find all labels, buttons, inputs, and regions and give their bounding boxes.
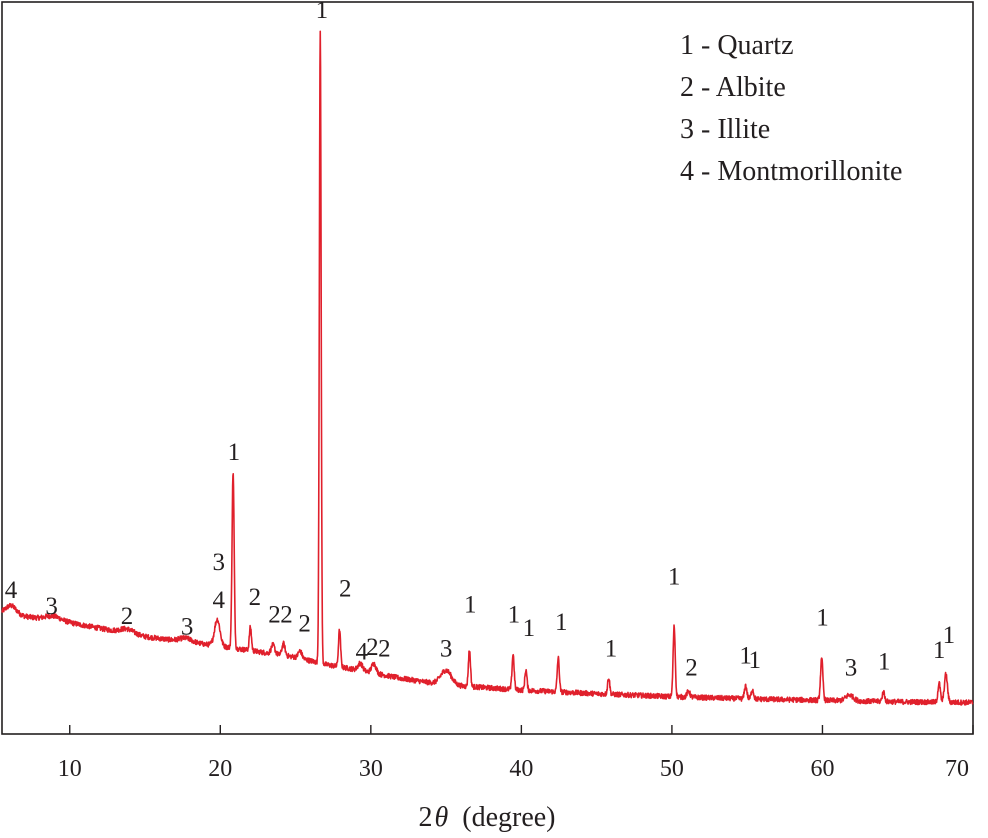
x-ticks [69,725,974,734]
peak-label: 4 [5,577,18,604]
peak-label: 4 [213,587,226,614]
x-tick-label: 70 [945,756,969,782]
peak-label: 2 [268,602,281,629]
peak-label: 3 [845,654,858,681]
legend-entry: 1 - Quartz [680,30,794,61]
peak-label: 1 [228,439,241,466]
peak-label: 1 [878,649,891,676]
x-axis-title-unit: (degree) [462,802,555,833]
peak-label: 2 [378,635,391,662]
x-axis-title-symbol: θ [434,802,448,833]
peak-label: 1 [605,635,618,662]
peak-label: 2 [685,654,698,681]
legend: 1 - Quartz 2 - Albite 3 - Illite 4 - Montmo… [680,30,902,187]
legend-entry: 3 - Illite [680,114,770,145]
x-axis-title-prefix: 2 [418,802,432,833]
peak-label: 1 [933,637,946,664]
peak-label: 3 [45,593,58,620]
peak-label: 3 [440,635,453,662]
peak-label: 4 [356,638,369,665]
peak-label: 1 [748,647,761,674]
peak-label: 2 [366,634,379,661]
x-tick-label: 30 [359,756,383,782]
x-tick-labels: 10 20 30 40 50 60 70 [58,756,969,782]
peak-label: 1 [523,615,536,642]
x-tick-label: 10 [58,756,82,782]
peak-label: 1 [943,622,956,649]
peak-label: 1 [464,591,477,618]
x-axis-title: 2θ (degree) [418,802,555,833]
peak-label: 1 [668,564,681,591]
peak-label: 1 [316,0,329,24]
plot-frame [1,1,974,735]
peak-label: 2 [249,584,262,611]
peak-label: 1 [816,605,829,632]
legend-entry: 2 - Albite [680,72,786,103]
peak-label: 1 [508,602,521,629]
x-tick-label: 60 [810,756,834,782]
peak-label: 2 [298,611,311,638]
peak-label: 1 [739,643,752,670]
x-tick-label: 40 [509,756,533,782]
peak-label: 3 [213,549,226,576]
legend-entry: 4 - Montmorillonite [680,156,902,187]
x-tick-label: 50 [660,756,684,782]
xrd-pattern-line [1,30,974,706]
peak-label: 2 [339,575,352,602]
x-tick-label: 20 [208,756,232,782]
peak-label: 1 [555,609,568,636]
peak-label: 2 [121,603,134,630]
peak-label: 3 [181,613,194,640]
peak-label: 2 [280,602,293,629]
